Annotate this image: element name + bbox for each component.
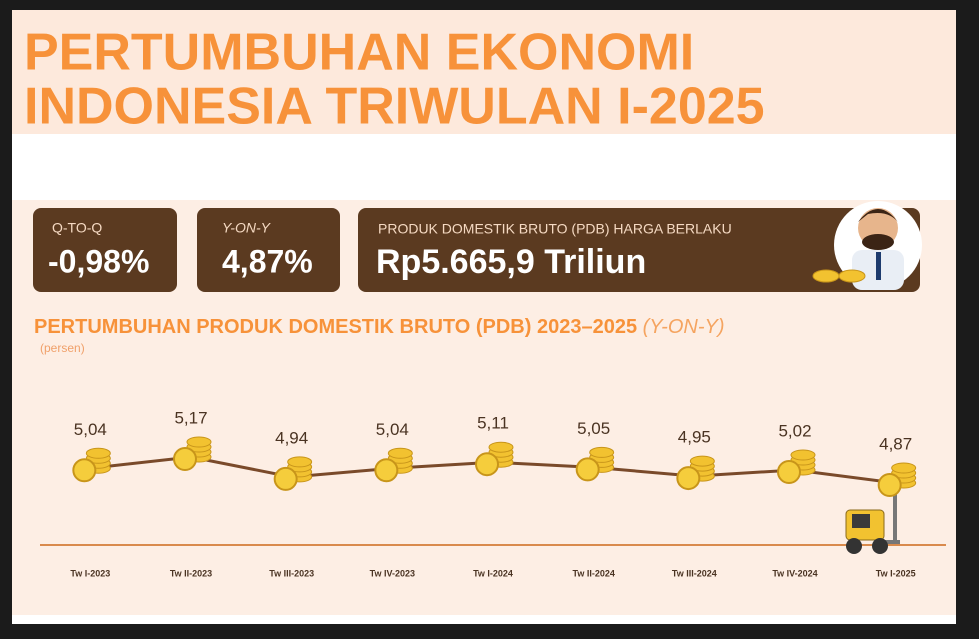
- title-band: [12, 10, 956, 134]
- value-label: 4,94: [275, 428, 308, 447]
- title: PERTUMBUHAN EKONOMI: [24, 24, 694, 82]
- x-tick-label: Tw III-2024: [672, 568, 717, 578]
- value-label: 5,11: [477, 414, 509, 433]
- value-label: 5,02: [778, 421, 811, 440]
- coin-marker: [475, 452, 499, 477]
- value-label: 5,17: [174, 408, 207, 427]
- chart-subtitle: (persen): [40, 341, 85, 355]
- coin-stack: [689, 455, 715, 467]
- chart-title: PERTUMBUHAN PRODUK DOMESTIK BRUTO (PDB) …: [34, 316, 724, 338]
- stat-value: -0,98%: [48, 243, 149, 279]
- x-tick-label: Tw I-2025: [876, 568, 916, 578]
- coin-marker: [374, 458, 399, 483]
- coin-stack: [589, 446, 615, 458]
- stat-value: 4,87%: [222, 243, 313, 279]
- coin-stack: [891, 462, 917, 474]
- stat-card: [33, 208, 177, 292]
- coin-marker: [173, 447, 197, 471]
- x-tick-label: Tw I-2023: [70, 568, 110, 578]
- stat-value: Rp5.665,9 Triliun: [376, 243, 646, 281]
- coin-stack: [85, 447, 111, 459]
- coin-marker: [877, 473, 902, 497]
- businessman-illustration: [812, 201, 922, 290]
- x-tick-label: Tw II-2024: [572, 568, 614, 578]
- coin-stack: [387, 447, 413, 459]
- coin-marker: [72, 458, 97, 483]
- coin-marker: [676, 466, 701, 491]
- value-label: 5,05: [577, 419, 610, 438]
- coin-stack: [287, 456, 313, 468]
- coin-marker: [777, 460, 801, 484]
- x-tick-label: Tw IV-2023: [370, 568, 415, 578]
- value-label: 4,87: [879, 434, 912, 453]
- stat-card: [197, 208, 340, 292]
- value-label: 4,95: [678, 428, 711, 447]
- stat-label: PRODUK DOMESTIK BRUTO (PDB) HARGA BERLAK…: [378, 221, 732, 237]
- stat-label: Y-ON-Y: [222, 220, 272, 236]
- coin-stack: [186, 436, 212, 448]
- chart-title-main: PERTUMBUHAN PRODUK DOMESTIK BRUTO (PDB) …: [34, 316, 637, 338]
- coin-marker: [575, 457, 600, 482]
- coin-stack: [790, 449, 816, 461]
- x-tick-label: Tw I-2024: [473, 568, 513, 578]
- forklift-illustration: [845, 488, 900, 554]
- x-tick-label: Tw II-2023: [170, 568, 212, 578]
- x-tick-label: Tw IV-2024: [772, 568, 817, 578]
- stat-label: Q-TO-Q: [52, 220, 102, 236]
- value-label: 5,04: [74, 420, 107, 439]
- value-label: 5,04: [376, 420, 409, 439]
- coin-marker: [273, 466, 298, 491]
- chart-title-highlight: (Y-ON-Y): [643, 316, 725, 338]
- coin-stack: [488, 441, 514, 453]
- x-tick-label: Tw III-2023: [269, 568, 314, 578]
- stat-card: [358, 208, 920, 292]
- title: INDONESIA TRIWULAN I-2025: [24, 78, 765, 136]
